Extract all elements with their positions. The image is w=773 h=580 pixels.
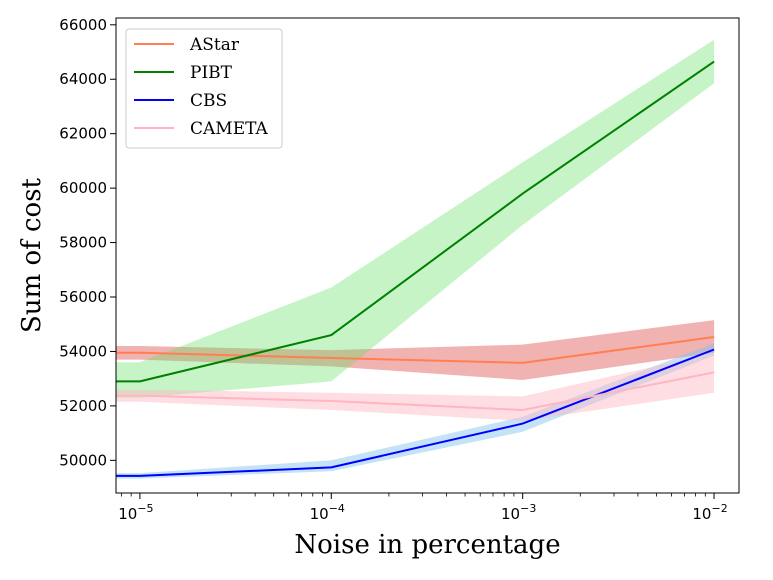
band-astar <box>116 320 715 380</box>
y-axis-title: Sum of cost <box>17 177 47 333</box>
series-lines <box>116 60 715 477</box>
series-line-cbs <box>116 348 715 477</box>
legend-label-cbs: CBS <box>190 91 227 111</box>
x-tick-label: 10−4 <box>310 502 345 523</box>
x-tick-label: 10−3 <box>501 502 536 523</box>
series-line-cameta <box>116 371 715 412</box>
y-tick-label: 64000 <box>59 70 107 88</box>
band-cameta <box>116 352 715 421</box>
x-tick-label: 10−2 <box>692 502 727 523</box>
y-tick-label: 52000 <box>59 397 107 415</box>
confidence-bands <box>116 39 715 479</box>
y-axis-ticks: 50000 52000 54000 56000 58000 60000 62000 64000… <box>59 16 116 469</box>
legend-label-astar: AStar <box>189 35 240 55</box>
x-axis-ticks: 10−5 10−4 10−3 10−2 <box>118 493 728 523</box>
y-tick-label: 62000 <box>59 125 107 143</box>
y-tick-label: 60000 <box>59 179 107 197</box>
y-tick-label: 54000 <box>59 342 107 360</box>
y-tick-label: 56000 <box>59 288 107 306</box>
y-tick-label: 66000 <box>59 16 107 34</box>
band-pibt <box>116 39 715 398</box>
band-cbs <box>116 343 715 479</box>
legend-label-pibt: PIBT <box>190 63 233 83</box>
x-axis-title: Noise in percentage <box>294 530 560 560</box>
legend-box <box>125 28 283 149</box>
x-tick-label: 10−5 <box>118 502 153 523</box>
y-tick-label: 50000 <box>59 451 107 469</box>
legend-label-cameta: CAMETA <box>190 119 269 139</box>
series-line-astar <box>116 336 715 364</box>
legend: AStar PIBT CBS CAMETA <box>125 28 283 149</box>
y-tick-label: 58000 <box>59 234 107 252</box>
series-line-pibt <box>116 60 715 383</box>
plot-area-frame <box>115 17 740 494</box>
